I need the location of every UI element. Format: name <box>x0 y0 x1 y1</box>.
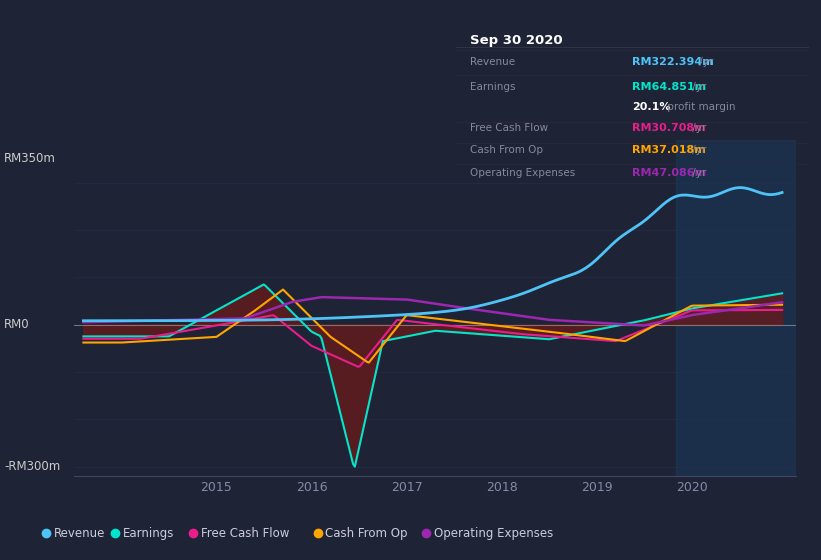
Text: Cash From Op: Cash From Op <box>470 144 543 155</box>
Text: Earnings: Earnings <box>470 82 516 92</box>
Text: /yr: /yr <box>690 82 707 92</box>
Text: RM64.851m: RM64.851m <box>632 82 706 92</box>
Text: RM350m: RM350m <box>4 152 56 165</box>
Text: Free Cash Flow: Free Cash Flow <box>470 123 548 133</box>
Text: RM322.394m: RM322.394m <box>632 57 714 67</box>
Text: Earnings: Earnings <box>123 527 175 540</box>
Text: RM30.708m: RM30.708m <box>632 123 706 133</box>
Text: Free Cash Flow: Free Cash Flow <box>201 527 289 540</box>
Text: profit margin: profit margin <box>664 101 736 111</box>
Text: Operating Expenses: Operating Expenses <box>470 167 575 178</box>
Text: /yr: /yr <box>695 57 713 67</box>
Text: Revenue: Revenue <box>53 527 105 540</box>
Text: Operating Expenses: Operating Expenses <box>434 527 553 540</box>
Text: 20.1%: 20.1% <box>632 101 671 111</box>
Text: /yr: /yr <box>690 167 707 178</box>
Bar <box>676 140 796 476</box>
Text: Sep 30 2020: Sep 30 2020 <box>470 34 562 47</box>
Text: Cash From Op: Cash From Op <box>325 527 408 540</box>
Text: /yr: /yr <box>690 123 707 133</box>
Text: -RM300m: -RM300m <box>4 460 61 473</box>
Text: /yr: /yr <box>690 144 707 155</box>
Text: RM47.086m: RM47.086m <box>632 167 706 178</box>
Text: RM0: RM0 <box>4 318 30 331</box>
Text: Revenue: Revenue <box>470 57 515 67</box>
Text: RM37.018m: RM37.018m <box>632 144 706 155</box>
